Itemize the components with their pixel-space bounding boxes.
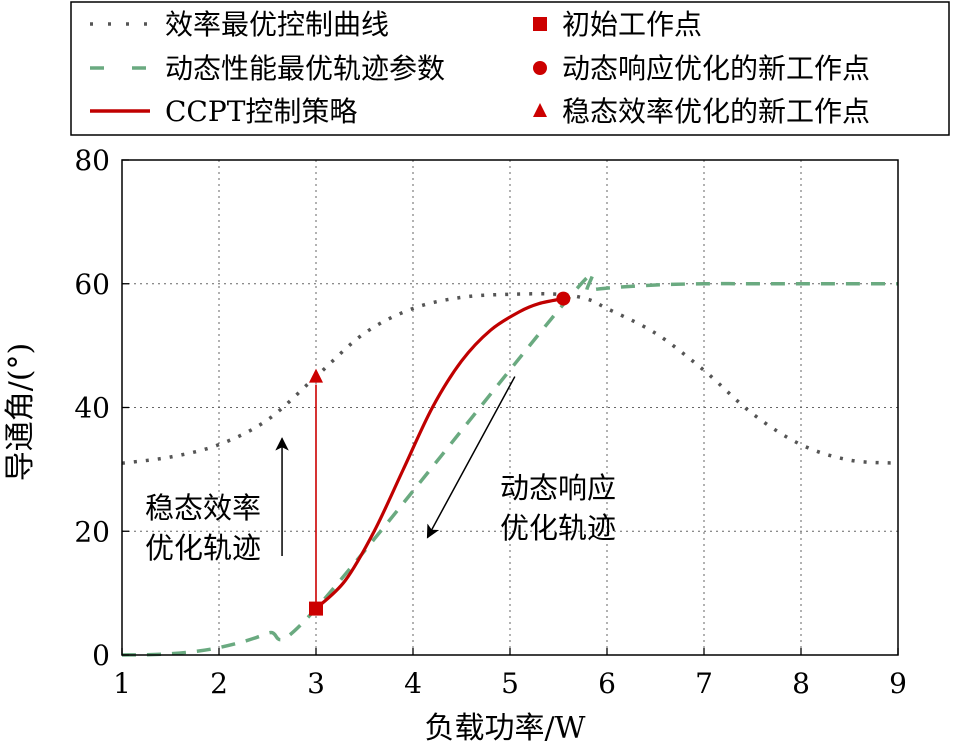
x-tick-label: 9 <box>889 667 907 700</box>
data-point-circle <box>556 291 571 306</box>
annotation-text: 优化轨迹 <box>500 511 616 545</box>
y-tick-label: 80 <box>74 144 110 177</box>
legend-marker-square <box>533 17 547 31</box>
x-tick-label: 6 <box>598 667 616 700</box>
points-layer <box>309 291 571 616</box>
x-tick-label: 1 <box>113 667 131 700</box>
legend-box <box>70 1 950 136</box>
series-line-3 <box>314 297 564 610</box>
x-tick-label: 8 <box>792 667 810 700</box>
annotation-text: 稳态效率 <box>145 491 261 525</box>
legend-label: 动态性能最优轨迹参数 <box>165 52 445 85</box>
x-tick-label: 3 <box>307 667 325 700</box>
x-tick-label: 7 <box>695 667 713 700</box>
y-tick-label: 40 <box>74 392 110 425</box>
legend-marker-triangle <box>533 103 547 117</box>
axes: 1 2 3 4 5 6 7 8 9 0 20 40 60 80 <box>74 144 907 700</box>
legend-label: 稳态效率优化的新工作点 <box>562 95 870 128</box>
y-tick-label: 20 <box>74 515 110 548</box>
y-axis-label: 导通角/(°) <box>3 343 38 482</box>
annotation-text: 优化轨迹 <box>145 531 261 565</box>
x-tick-label: 5 <box>501 667 519 700</box>
data-point-square <box>309 601 323 616</box>
legend-marker-circle <box>533 61 547 75</box>
legend-label: CCPT控制策略 <box>165 95 357 128</box>
grid <box>122 160 898 655</box>
annotation-arrow-2 <box>426 376 516 539</box>
y-tick-label: 60 <box>74 268 110 301</box>
data-point-triangle <box>309 368 323 383</box>
y-tick-label: 0 <box>92 639 110 672</box>
x-tick-label: 4 <box>404 667 422 700</box>
series-layer <box>121 271 899 657</box>
legend-label: 动态响应优化的新工作点 <box>562 52 870 85</box>
annotation-text: 动态响应 <box>500 471 616 505</box>
legend-label: 效率最优控制曲线 <box>165 8 389 41</box>
x-tick-label: 2 <box>210 667 228 700</box>
series-line-2 <box>121 271 898 657</box>
legend-label: 初始工作点 <box>562 8 702 41</box>
x-axis-label: 负载功率/W <box>425 711 586 746</box>
